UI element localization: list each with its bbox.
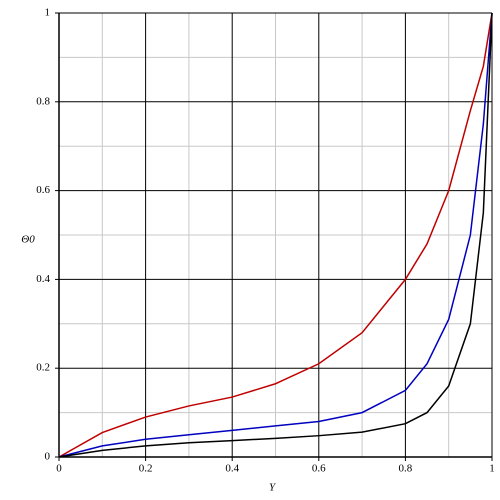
y-tick-label: 1 bbox=[45, 7, 51, 19]
x-axis-label: Y bbox=[269, 482, 277, 494]
y-tick-label: 0 bbox=[45, 451, 51, 463]
y-tick-label: 0.2 bbox=[36, 362, 50, 374]
x-tick-label: 0.4 bbox=[225, 463, 239, 475]
data-line bbox=[58, 12, 493, 458]
data-line bbox=[58, 12, 493, 458]
y-tick-label: 0.4 bbox=[36, 273, 50, 285]
x-tick-label: 0.6 bbox=[312, 463, 326, 475]
data-line bbox=[58, 12, 493, 458]
y-tick-label: 0.6 bbox=[36, 184, 50, 196]
y-tick-label: 0.8 bbox=[36, 95, 50, 107]
x-tick-label: 0 bbox=[56, 463, 62, 475]
x-tick-label: 1 bbox=[489, 463, 495, 475]
x-tick-label: 0.8 bbox=[399, 463, 413, 475]
y-axis-label: Θ0 bbox=[21, 234, 35, 246]
x-tick-label: 0.2 bbox=[139, 463, 153, 475]
